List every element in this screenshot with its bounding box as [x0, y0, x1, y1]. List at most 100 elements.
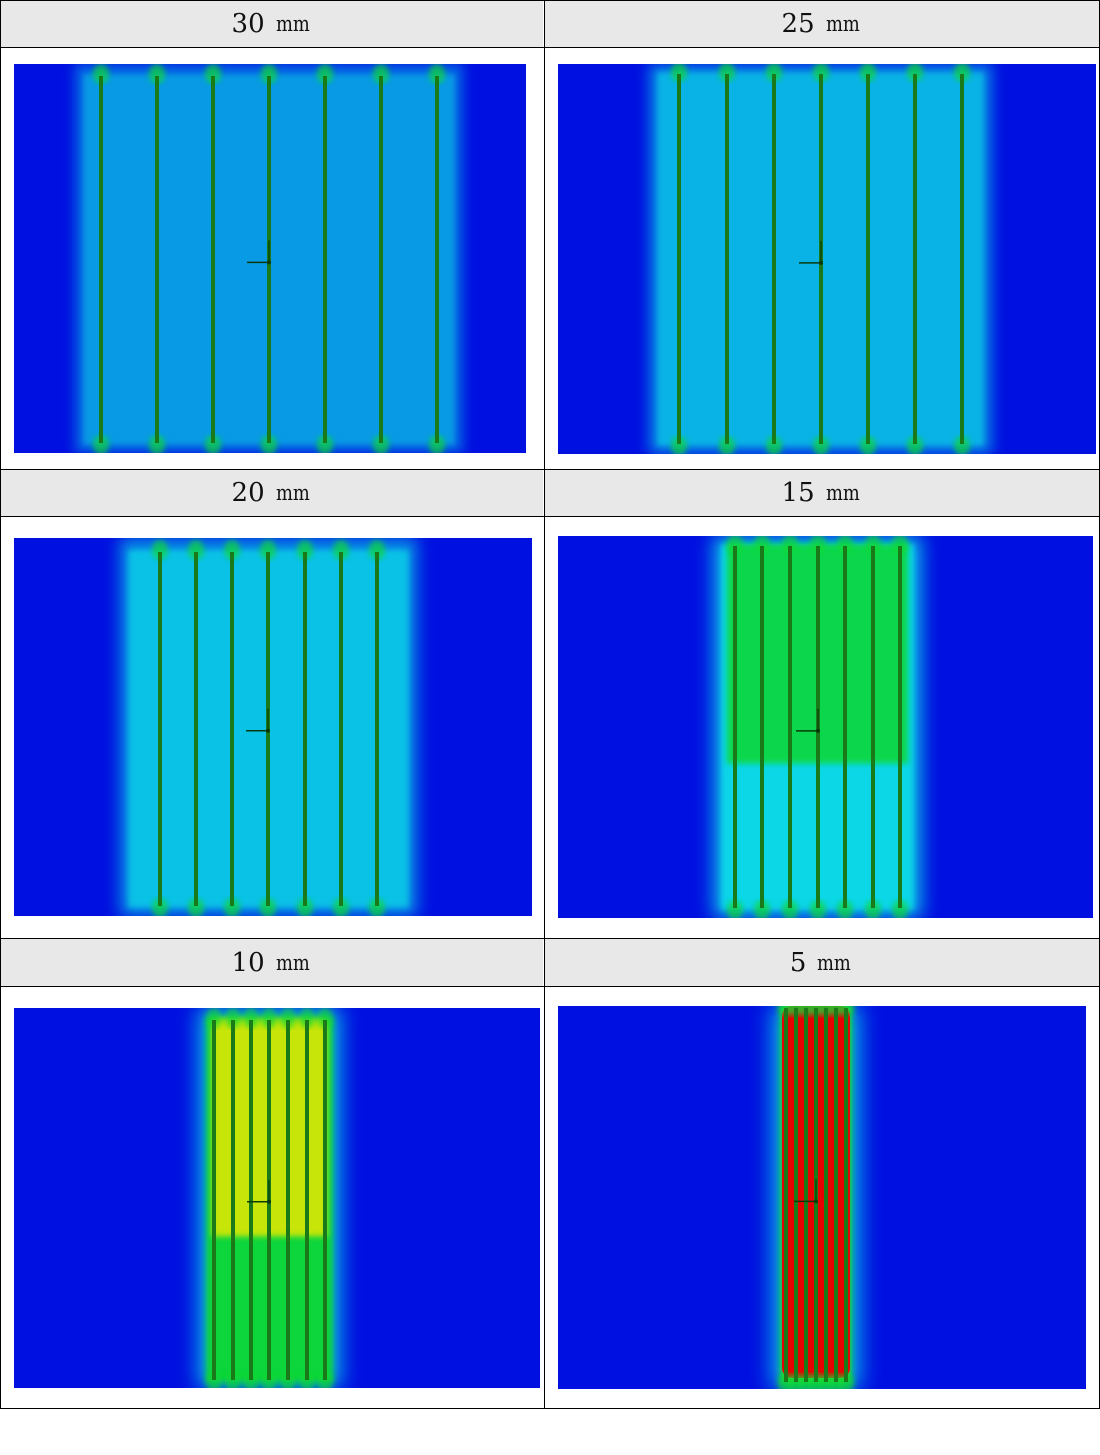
electrode-3: [211, 76, 215, 443]
electrode-tip-glow: [280, 1372, 296, 1388]
electrode-tip-glow: [297, 898, 313, 916]
electrode-tip-glow: [954, 64, 970, 82]
electrode-tip-glow: [754, 900, 770, 918]
electrode-tip-glow: [225, 1372, 241, 1388]
electrode-2: [155, 76, 159, 443]
panel-label-4: 15: [781, 478, 815, 508]
electrode-tip-glow: [152, 540, 168, 560]
field-plot-30mm: [14, 64, 526, 453]
electrode-tip-glow: [188, 898, 204, 916]
electrode-tip-glow: [754, 536, 770, 554]
electrode-tip-glow: [766, 64, 782, 82]
axis-triad-icon: [246, 708, 270, 733]
field-plot-10mm: [14, 1008, 540, 1388]
panel-unit-5: mm: [275, 950, 310, 975]
axis-triad-icon: [247, 240, 271, 265]
electrode-tip-glow: [810, 536, 826, 554]
electrode-5: [303, 552, 307, 906]
field-map-svg: [558, 536, 1093, 918]
electrode-1: [677, 74, 681, 444]
table-border: [0, 986, 1100, 987]
electrode-tip-glow: [860, 436, 876, 454]
panel-header-3: 20 mm: [1, 470, 543, 516]
electrode-tip-glow: [149, 435, 165, 453]
panel-header-4: 15 mm: [545, 470, 1099, 516]
panel-label-1: 30: [231, 9, 265, 39]
electrode-2: [725, 74, 729, 444]
electrode-tip-glow: [373, 64, 389, 84]
axis-triad-icon: [799, 240, 823, 265]
electrode-tip-glow: [93, 64, 109, 84]
electrode-tip-glow: [429, 64, 445, 84]
electrode-tip-glow: [297, 540, 313, 560]
electrode-tip-glow: [954, 436, 970, 454]
electrode-2: [231, 1020, 235, 1380]
electrode-tip-glow: [317, 1372, 333, 1388]
electrode-tip-glow: [317, 435, 333, 453]
electrode-tip-glow: [152, 898, 168, 916]
electrode-3: [230, 552, 234, 906]
electrode-tip-glow: [782, 900, 798, 918]
table-border-left: [0, 0, 1, 1409]
electrode-tip-glow: [93, 435, 109, 453]
electrode-tip-glow: [813, 64, 829, 82]
table-border-top: [0, 0, 1100, 1]
table-border: [0, 469, 1100, 470]
panel-unit-1: mm: [275, 12, 310, 36]
electrode-tip-glow: [206, 1372, 222, 1388]
electrode-tip-glow: [907, 436, 923, 454]
electrode-5: [286, 1020, 290, 1380]
electrode-1: [733, 546, 737, 908]
electrode-tip-glow: [865, 900, 881, 918]
field-map-svg: [14, 538, 532, 916]
panel-label-6: 5: [789, 947, 807, 978]
electrode-5: [323, 76, 327, 443]
electrode-tip-glow: [299, 1372, 315, 1388]
panel-label-2: 25: [781, 9, 815, 39]
electrode-tip-glow: [206, 1008, 222, 1028]
electrode-tip-glow: [766, 436, 782, 454]
electrode-tip-glow: [149, 64, 165, 84]
electrode-tip-glow: [333, 898, 349, 916]
field-plot-5mm: [558, 1006, 1086, 1389]
panel-label-3: 20: [231, 478, 265, 508]
electrode-tip-glow: [837, 900, 853, 918]
electrode-tip-glow: [860, 64, 876, 82]
electrode-tip-glow: [243, 1372, 259, 1388]
electrode-tip-glow: [205, 64, 221, 84]
electrode-tip-glow: [224, 540, 240, 560]
electrode-tip-glow: [299, 1008, 315, 1028]
panel-unit-2: mm: [825, 12, 860, 36]
electrode-tip-glow: [837, 536, 853, 554]
field-map-svg: [558, 64, 1096, 454]
electrode-tip-glow: [892, 536, 908, 554]
electrode-6: [379, 76, 383, 443]
electrode-2: [760, 546, 764, 908]
electrode-2: [794, 1008, 798, 1382]
electrode-tip-glow: [865, 536, 881, 554]
electrode-7: [844, 1008, 848, 1382]
axis-triad-icon: [796, 708, 820, 733]
electrode-tip-glow: [317, 1008, 333, 1028]
electrode-7: [435, 76, 439, 443]
electrode-tip-glow: [719, 64, 735, 82]
electrode-tip-glow: [261, 1372, 277, 1388]
table-border: [0, 938, 1100, 939]
electrode-1: [99, 76, 103, 443]
electrode-tip-glow: [671, 436, 687, 454]
panel-header-1: 30 mm: [1, 1, 543, 47]
table-border-middle: [544, 0, 545, 1409]
field-map-svg: [558, 1006, 1086, 1389]
panel-header-5: 10 mm: [1, 939, 543, 986]
electrode-7: [375, 552, 379, 906]
electrode-6: [339, 552, 343, 906]
electrode-tip-glow: [261, 64, 277, 84]
electrode-3: [788, 546, 792, 908]
electrode-tip-glow: [261, 1008, 277, 1028]
electrode-7: [960, 74, 964, 444]
electrode-tip-glow: [224, 898, 240, 916]
electrode-tip-glow: [188, 540, 204, 560]
electrode-tip-glow: [369, 540, 385, 560]
panel-header-6: 5 mm: [545, 939, 1099, 986]
